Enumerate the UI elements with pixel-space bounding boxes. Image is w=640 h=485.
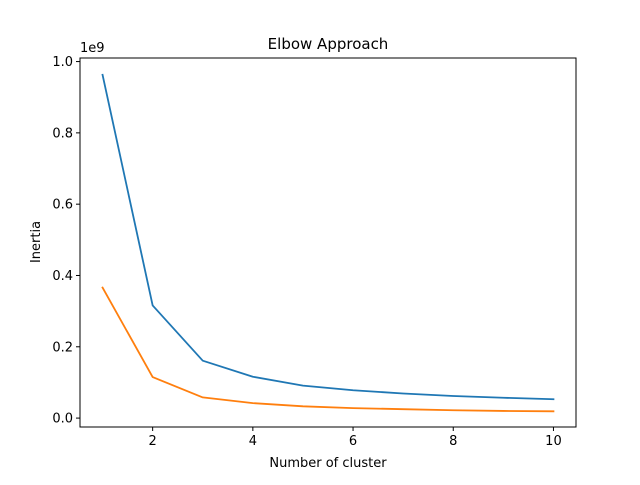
y-tick-label: 0.6 — [52, 198, 73, 213]
y-axis-label: Inertia — [29, 221, 44, 263]
x-tick-label: 6 — [349, 434, 357, 449]
y-axis-ticks: 0.0 0.2 0.4 0.6 0.8 1.0 — [52, 55, 80, 427]
x-axis-label: Number of cluster — [269, 456, 387, 471]
y-tick-label: 0.0 — [52, 412, 73, 427]
x-axis-ticks: 2 4 6 8 10 — [149, 427, 562, 449]
series-line-2 — [101, 286, 555, 413]
x-tick-label: 4 — [249, 434, 257, 449]
y-axis-offset-label: 1e9 — [80, 41, 105, 56]
series-line-1 — [101, 73, 555, 401]
plot-background — [80, 58, 576, 427]
chart-title: Elbow Approach — [268, 35, 389, 53]
y-tick-label: 1.0 — [52, 55, 73, 70]
y-tick-label: 0.8 — [52, 126, 73, 141]
x-tick-label: 10 — [545, 434, 562, 449]
y-tick-label: 0.2 — [52, 340, 73, 355]
series-layer — [101, 73, 555, 413]
x-tick-label: 8 — [449, 434, 457, 449]
y-tick-label: 0.4 — [52, 269, 73, 284]
x-tick-label: 2 — [149, 434, 157, 449]
plot-frame — [79, 57, 577, 428]
